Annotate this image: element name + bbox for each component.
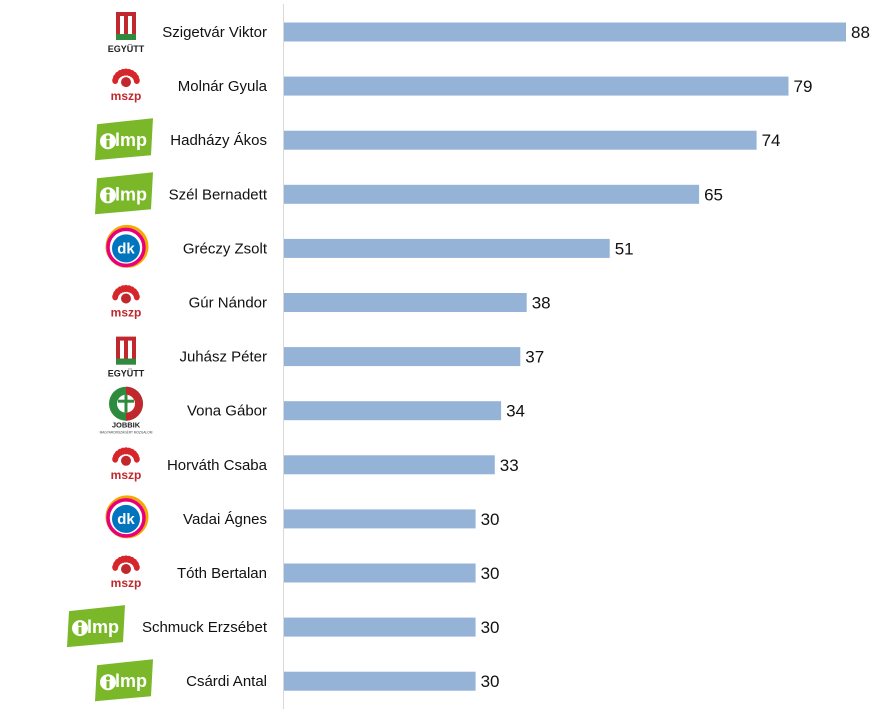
dk-logo-mark xyxy=(112,234,140,263)
category-label: Schmuck Erzsébet xyxy=(142,619,268,636)
data-label: 74 xyxy=(762,131,781,150)
lmp-logo: lmp xyxy=(67,605,125,648)
data-label: 30 xyxy=(481,672,500,691)
data-label: 38 xyxy=(532,294,551,313)
lmp-logo-mark xyxy=(95,659,153,702)
bar-row: Vadai Ágnes 30 dk xyxy=(105,495,500,539)
egyutt-logo: EGYÜTT xyxy=(108,336,145,379)
dk-logo-mark xyxy=(112,504,140,533)
mszp-logo: mszp xyxy=(111,68,142,103)
bar-row: Gúr Nándor 38 mszp xyxy=(111,284,551,320)
lmp-logo-mark xyxy=(95,172,153,215)
category-label: Hadházy Ákos xyxy=(170,132,267,149)
bar-row: Molnár Gyula 79 mszp xyxy=(111,68,813,103)
bar xyxy=(284,617,476,637)
mszp-logo-text: mszp xyxy=(111,306,142,320)
lmp-logo: lmp xyxy=(95,659,153,702)
bar-row: Tóth Bertalan 30 mszp xyxy=(111,555,500,590)
mszp-logo: mszp xyxy=(111,284,142,320)
category-label: Vadai Ágnes xyxy=(183,511,267,528)
category-label: Gréczy Zsolt xyxy=(183,240,268,257)
bar-row: Juhász Péter 37 EGYÜTT xyxy=(108,336,544,379)
category-label: Vona Gábor xyxy=(187,403,267,420)
data-label: 30 xyxy=(481,510,500,529)
bar-row: Schmuck Erzsébet 30 lmp xyxy=(67,605,500,648)
lmp-logo-text: lmp xyxy=(87,617,119,637)
lmp-logo-mark xyxy=(95,118,153,161)
category-label: Szigetvár Viktor xyxy=(162,24,267,41)
dk-logo: dk xyxy=(105,224,149,268)
bar-row: Szél Bernadett 65 lmp xyxy=(95,172,723,215)
data-label: 34 xyxy=(506,402,525,421)
category-label: Csárdi Antal xyxy=(186,673,267,690)
jobbik-logo-text: JOBBIK xyxy=(112,421,141,430)
bar-row: Szigetvár Viktor 88 EGYÜTT xyxy=(108,12,870,54)
bar xyxy=(284,401,502,421)
bar-row: Hadházy Ákos 74 lmp xyxy=(95,118,781,161)
mszp-logo-text: mszp xyxy=(111,576,142,590)
category-label: Horváth Csaba xyxy=(167,457,268,474)
bar xyxy=(284,509,476,529)
bar xyxy=(284,76,789,96)
category-label: Szél Bernadett xyxy=(169,186,268,203)
bar xyxy=(284,455,495,475)
egyutt-logo-text: EGYÜTT xyxy=(108,369,145,379)
lmp-logo-text: lmp xyxy=(115,130,147,150)
category-label: Tóth Bertalan xyxy=(177,565,267,582)
data-label: 65 xyxy=(704,185,723,204)
bar xyxy=(284,130,757,150)
lmp-logo-text: lmp xyxy=(115,184,147,204)
egyutt-logo-text: EGYÜTT xyxy=(108,44,145,54)
bar xyxy=(284,563,476,583)
mszp-logo-text: mszp xyxy=(111,468,142,482)
bar xyxy=(284,22,846,42)
bar xyxy=(284,238,610,258)
category-label: Juhász Péter xyxy=(179,349,267,366)
bar xyxy=(284,184,700,204)
data-label: 88 xyxy=(851,23,870,42)
data-label: 30 xyxy=(481,618,500,637)
bar-row: Horváth Csaba 33 mszp xyxy=(111,447,519,482)
mszp-logo: mszp xyxy=(111,447,142,482)
bar xyxy=(284,671,476,691)
data-label: 30 xyxy=(481,564,500,583)
data-label: 37 xyxy=(525,348,544,367)
category-label: Molnár Gyula xyxy=(178,78,268,95)
lmp-logo: lmp xyxy=(95,172,153,215)
data-label: 33 xyxy=(500,456,519,475)
lmp-logo: lmp xyxy=(95,118,153,161)
lmp-logo-mark xyxy=(67,605,125,648)
bar-row: Gréczy Zsolt 51 dk xyxy=(105,224,634,268)
bar xyxy=(284,347,521,367)
mszp-logo: mszp xyxy=(111,555,142,590)
dk-logo-text: dk xyxy=(117,511,135,528)
bar xyxy=(284,293,527,312)
jobbik-logo-subtext: MAGYARORSZÁGÉRT MOZGALOM xyxy=(100,430,153,435)
dk-logo-text: dk xyxy=(117,240,135,257)
egyutt-logo: EGYÜTT xyxy=(108,12,145,54)
dk-logo: dk xyxy=(105,495,149,539)
data-label: 79 xyxy=(794,77,813,96)
mszp-logo-text: mszp xyxy=(111,89,142,103)
data-label: 51 xyxy=(615,239,634,258)
category-label: Gúr Nándor xyxy=(189,295,267,312)
lmp-logo-text: lmp xyxy=(115,671,147,691)
bar-row: Csárdi Antal 30 lmp xyxy=(95,659,500,702)
